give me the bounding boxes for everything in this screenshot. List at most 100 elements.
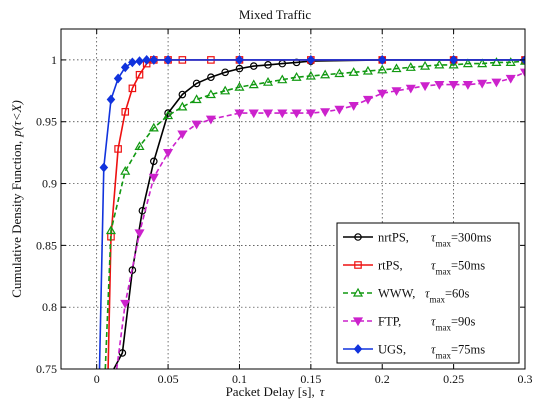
data-point-www <box>191 94 202 104</box>
data-point-www <box>477 58 488 68</box>
legend-entry-rtps: rtPS, τmax=50ms <box>343 259 485 277</box>
data-point-www <box>391 63 402 73</box>
data-point-ftp <box>420 82 431 92</box>
data-point-www <box>262 76 274 86</box>
x-tick-label: 0.2 <box>375 372 390 386</box>
data-point-ftp <box>391 87 402 97</box>
legend-label-www: WWW, τmax=60s <box>378 287 470 305</box>
data-point-rtps <box>135 70 144 79</box>
plot-area: 0 0.05 0.1 0.15 0.2 0.25 0.3 0.75 0.8 0.85 0.9 0.95… <box>36 28 533 386</box>
y-tick-label: 0.8 <box>42 300 57 314</box>
y-axis-label: Cumulative Density Function, p(τ<X) <box>9 100 24 298</box>
data-point-www <box>305 70 316 80</box>
legend-entry-www: WWW, τmax=60s <box>343 287 470 305</box>
y-axis-label-text: Cumulative Density Function, <box>9 141 24 298</box>
y-tick-label: 0.9 <box>42 177 57 191</box>
data-point-ftp <box>248 109 259 119</box>
data-point-ftp <box>434 81 445 90</box>
data-point-ftp <box>320 108 331 118</box>
data-point-nrtps <box>221 68 229 77</box>
legend-tau-symbol: τ <box>431 343 436 357</box>
plot-frame <box>60 28 526 370</box>
y-tick-label: 0.85 <box>36 238 57 252</box>
data-point-nrtps <box>150 157 158 166</box>
x-axis-label: Packet Delay [s], τ <box>226 384 326 399</box>
data-point-ugs <box>120 62 130 73</box>
data-point-ftp <box>148 173 159 183</box>
legend-tau-subscript: max <box>435 323 451 333</box>
data-point-ugs <box>99 162 109 173</box>
series-line-www <box>104 60 525 369</box>
data-point-ftp <box>291 109 302 119</box>
data-point-ftp <box>491 78 502 88</box>
legend-tau-value: =75ms <box>451 343 485 357</box>
legend-tau-subscript: max <box>435 267 451 277</box>
data-point-ftp <box>519 68 525 78</box>
legend-series-name: UGS, <box>378 343 406 357</box>
data-point-ftp <box>348 102 359 111</box>
data-point-ugs <box>163 54 173 65</box>
legend-label-ftp: FTP, τmax=90s <box>378 315 476 333</box>
data-point-ftp <box>177 130 188 140</box>
data-point-www <box>420 60 431 70</box>
data-point-ugs <box>449 54 458 65</box>
data-point-www <box>163 110 174 120</box>
y-tick-label: 1 <box>51 53 57 67</box>
data-point-www <box>291 72 302 81</box>
data-point-ftp <box>305 109 316 119</box>
legend-label-rtps: rtPS, τmax=50ms <box>378 259 485 277</box>
data-point-www <box>105 225 117 235</box>
data-point-ugs <box>128 57 137 68</box>
legend-tau-symbol: τ <box>431 315 436 329</box>
data-point-ftp <box>234 109 245 119</box>
data-point-www <box>177 101 188 111</box>
data-point-www <box>334 68 345 78</box>
data-point-ugs <box>113 73 123 84</box>
legend-tau-subscript: max <box>429 295 445 305</box>
data-point-www <box>248 79 259 89</box>
x-tick-label: 0.1 <box>232 372 247 386</box>
legend-label-nrtps: nrtPS, τmax=300ms <box>378 231 492 249</box>
legend-entry-nrtps: nrtPS, τmax=300ms <box>343 231 492 249</box>
x-tick-label: 0 <box>94 372 100 386</box>
data-point-ftp <box>163 149 174 158</box>
data-point-ftp <box>191 120 202 130</box>
x-tick-label: 0.3 <box>518 372 533 386</box>
legend-series-name: WWW, <box>378 287 415 301</box>
data-point-ftp <box>448 81 459 90</box>
legend-marker-nrtps <box>354 233 362 241</box>
x-tick-label: 0.15 <box>300 372 321 386</box>
data-point-ftp <box>262 109 274 119</box>
series-ftp <box>115 68 525 369</box>
data-point-www <box>134 141 145 151</box>
data-point-ftp <box>405 84 416 94</box>
legend-marker-ftp <box>352 317 364 327</box>
legend-tau-value: =60s <box>445 287 470 301</box>
data-point-ftp <box>334 105 345 115</box>
data-point-www <box>348 67 359 76</box>
y-tick-label: 0.75 <box>36 362 57 376</box>
y-axis-label-expression: p(τ<X) <box>9 100 24 138</box>
legend-marker-www <box>352 287 364 297</box>
x-axis-label-text: Packet Delay [s], <box>226 384 315 399</box>
x-tick-label: 0.05 <box>158 372 179 386</box>
legend-tau-symbol: τ <box>431 231 436 245</box>
x-axis-label-symbol: τ <box>320 384 326 399</box>
data-point-ftp <box>277 109 288 119</box>
legend-entry-ftp: FTP, τmax=90s <box>343 315 476 333</box>
data-point-www <box>205 89 216 99</box>
data-point-ugs <box>377 54 387 65</box>
data-point-nrtps <box>235 64 244 73</box>
x-tick-label: 0.25 <box>443 372 464 386</box>
legend-marker-ugs <box>353 344 363 354</box>
legend-tau-symbol: τ <box>431 259 436 273</box>
legend-series-name: FTP, <box>378 315 401 329</box>
data-point-nrtps <box>192 79 201 88</box>
legend-tau-symbol: τ <box>425 287 430 301</box>
data-point-www <box>448 59 459 69</box>
legend-label-ugs: UGS, τmax=75ms <box>378 343 485 361</box>
legend-series-name: nrtPS, <box>378 231 409 245</box>
data-point-ftp <box>377 89 388 99</box>
data-point-ftp <box>362 95 373 105</box>
